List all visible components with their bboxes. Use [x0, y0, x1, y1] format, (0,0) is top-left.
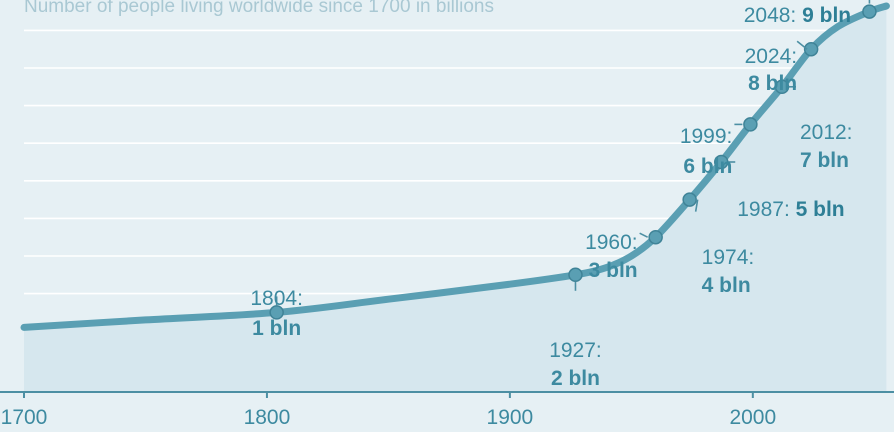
milestone-year: 1974:: [702, 246, 755, 269]
milestone-year: 2048:: [744, 4, 802, 27]
milestone-value: 7 bln: [800, 149, 849, 172]
milestone-year: 2024:: [745, 45, 798, 68]
label-leader: [639, 232, 649, 238]
milestone-value: 1 bln: [252, 317, 301, 340]
milestone-year: 1927:: [549, 339, 602, 362]
milestone-value: 8 bln: [748, 72, 797, 95]
x-tick-label: 1700: [1, 406, 48, 429]
milestone-marker: [803, 41, 819, 57]
milestone-value: 2 bln: [551, 367, 600, 390]
milestone-marker: [568, 267, 583, 283]
x-tick-label: 1800: [244, 406, 291, 429]
milestone-year: 1999:: [680, 125, 733, 148]
label-leader: [694, 199, 699, 212]
gridlines: [24, 29, 850, 333]
milestone-year: 1987:: [737, 198, 795, 221]
population-area: [24, 6, 887, 392]
milestone-label: 2048: 9 bln: [744, 4, 851, 27]
milestone-year: 2012:: [800, 121, 853, 144]
milestone-markers: [269, 4, 877, 320]
milestone-value: 9 bln: [802, 4, 851, 27]
milestone-marker: [648, 229, 663, 245]
milestone-value: 6 bln: [683, 155, 732, 178]
milestone-marker: [682, 192, 697, 207]
milestone-labels: 1804: 1 bln 1927: 2 bln 1960: 3 bln 1974: 4 bln…: [250, 0, 871, 390]
chart-subtitle: Number of people living worldwide since …: [24, 0, 494, 17]
milestone-marker: [713, 154, 729, 170]
milestone-marker: [774, 79, 790, 95]
milestone-year: 1960:: [585, 231, 638, 254]
milestone-marker: [269, 305, 284, 320]
milestone-marker: [862, 4, 877, 19]
milestone-year: 1804:: [250, 287, 303, 310]
milestone-value: 5 bln: [796, 198, 845, 221]
x-tick-label: 1900: [487, 406, 534, 429]
milestone-label: 1987: 5 bln: [737, 198, 844, 221]
x-tick-label: 2000: [729, 406, 776, 429]
x-tick-labels: 1700 1800 1900 2000: [1, 392, 776, 429]
label-leader: [796, 40, 808, 50]
milestone-value: 4 bln: [702, 274, 751, 297]
milestone-marker: [743, 117, 758, 132]
milestone-value: 3 bln: [589, 259, 638, 282]
